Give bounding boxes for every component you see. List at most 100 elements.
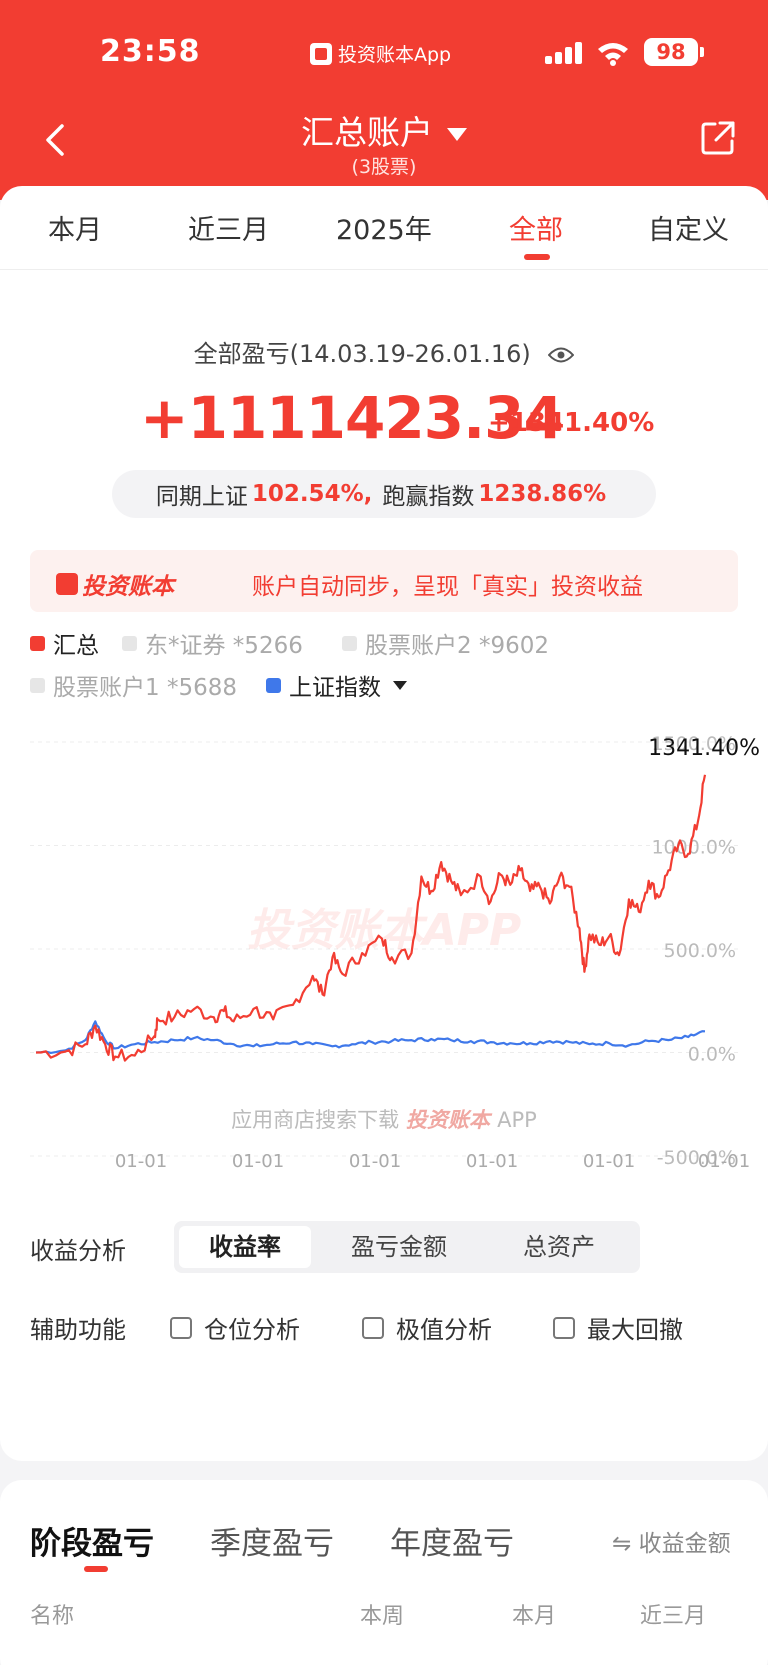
x-tick-label: 01-01 — [583, 1151, 635, 1172]
active-tab-indicator — [524, 254, 550, 260]
checkbox-box[interactable] — [553, 1316, 575, 1339]
aux-row: 辅助功能 仓位分析 极值分析 最大回撤 — [30, 1306, 750, 1346]
switch-profit-amount[interactable]: ⇋ 收益金额 — [612, 1524, 731, 1558]
summary-period: 全部盈亏(14.03.19-26.01.16) — [0, 334, 768, 369]
index-compare-pill: 同期上证 102.54%, 跑赢指数 1238.86% — [112, 470, 656, 518]
banner-brand: 投资账本 — [56, 567, 174, 601]
legend-label: 股票账户2 *9602 — [365, 633, 549, 659]
analysis-option-profit-amount[interactable]: 盈亏金额 — [351, 1233, 447, 1261]
checkbox-label: 极值分析 — [396, 1316, 492, 1344]
chart-watermark: 投资账本APP — [247, 905, 522, 956]
total-profit-amount: +1111423.34 — [140, 384, 564, 452]
promo-banner[interactable]: 投资账本 账户自动同步，呈现「真实」投资收益 — [30, 550, 738, 612]
x-tick-label: 01-01 — [232, 1151, 284, 1172]
legend-label: 股票账户1 *5688 — [53, 675, 237, 701]
legend-label: 汇总 — [53, 633, 99, 659]
y-tick-label: 1500.0% — [651, 733, 736, 755]
y-tick-label: 1000.0% — [651, 837, 736, 859]
tab-this-month[interactable]: 本月 — [48, 215, 102, 246]
page-subtitle: (3股票) — [351, 156, 417, 178]
app-logo-icon — [310, 42, 332, 65]
page-title: 汇总账户 — [301, 113, 433, 152]
switch-label: 收益金额 — [638, 1531, 731, 1557]
y-tick-label: 0.0% — [688, 1044, 736, 1066]
checkbox-box[interactable] — [170, 1316, 192, 1339]
x-tick-label: 01-01 — [115, 1151, 167, 1172]
dropdown-caret-icon — [447, 128, 467, 141]
analysis-row: 收益分析 收益率 盈亏金额 总资产 — [30, 1221, 750, 1273]
legend-item-account-5266[interactable]: 东*证券 *5266 — [122, 626, 303, 660]
legend-item-sse-index[interactable]: 上证指数 — [266, 668, 407, 702]
status-bar: 23:58 投资账本App 98 — [0, 30, 768, 74]
legend-item-total[interactable]: 汇总 — [30, 626, 99, 660]
eye-icon[interactable] — [548, 346, 575, 364]
legend-swatch — [266, 677, 281, 693]
banner-message: 账户自动同步，呈现「真实」投资收益 — [252, 574, 643, 600]
y-tick-label: 500.0% — [664, 940, 736, 962]
checkbox-label: 仓位分析 — [204, 1316, 300, 1344]
series-line-sse-index — [35, 1020, 706, 1054]
checkbox-box[interactable] — [362, 1316, 384, 1339]
compare-prefix: 同期上证 — [155, 484, 248, 510]
tab-stage-profit[interactable]: 阶段盈亏 — [30, 1526, 154, 1562]
index-dropdown-caret-icon[interactable] — [393, 680, 407, 690]
legend-swatch — [30, 677, 45, 693]
brand-logo-icon — [56, 573, 78, 595]
tab-quarter-profit[interactable]: 季度盈亏 — [210, 1526, 334, 1562]
top-bar: 23:58 投资账本App 98 汇总账户 (3股票) — [0, 0, 768, 200]
aux-label: 辅助功能 — [30, 1316, 126, 1344]
column-name: 名称 — [30, 1604, 75, 1629]
series-line-total — [36, 774, 707, 1062]
banner-brand-text: 投资账本 — [82, 574, 174, 600]
tab-all[interactable]: 全部 — [509, 215, 563, 246]
legend-swatch — [342, 635, 357, 651]
legend-item-account-5688[interactable]: 股票账户1 *5688 — [30, 668, 237, 702]
analysis-segmented-control: 收益率 盈亏金额 总资产 — [174, 1221, 640, 1273]
legend-swatch — [122, 635, 137, 651]
legend-label: 东*证券 *5266 — [145, 633, 303, 659]
status-app-indicator: 投资账本App — [310, 40, 451, 67]
checkbox-label: 最大回撤 — [587, 1316, 683, 1344]
analysis-option-return-rate[interactable]: 收益率 — [179, 1226, 311, 1268]
legend-label: 上证指数 — [289, 675, 381, 701]
checkbox-position-analysis[interactable]: 仓位分析 — [170, 1310, 300, 1345]
wifi-icon — [598, 43, 628, 66]
total-profit-percent: +1341.40% — [488, 408, 655, 438]
status-time: 23:58 — [100, 34, 201, 69]
analysis-label: 收益分析 — [30, 1237, 126, 1265]
series-end-label: 1341.40% — [648, 736, 760, 761]
back-arrow-icon[interactable] — [40, 120, 70, 160]
legend-item-account-9602[interactable]: 股票账户2 *9602 — [342, 626, 549, 660]
tab-custom[interactable]: 自定义 — [648, 215, 729, 246]
period-tabs: 本月 近三月 2025年 全部 自定义 — [0, 186, 768, 270]
x-tick-label: 01-01 — [698, 1151, 750, 1172]
x-tick-label: 01-01 — [349, 1151, 401, 1172]
column-this-month[interactable]: 本月 — [512, 1604, 557, 1629]
y-tick-label: -500.0% — [657, 1147, 736, 1169]
swap-icon: ⇋ — [612, 1531, 632, 1557]
tab-year-2025[interactable]: 2025年 — [336, 215, 432, 246]
x-tick-label: 01-01 — [466, 1151, 518, 1172]
battery-indicator: 98 — [644, 38, 704, 66]
legend-swatch — [30, 635, 45, 651]
tab-last-three-months[interactable]: 近三月 — [188, 215, 269, 246]
share-icon[interactable] — [700, 120, 736, 156]
signal-icon — [545, 42, 585, 64]
account-selector[interactable]: 汇总账户 — [0, 106, 768, 154]
checkbox-max-drawdown[interactable]: 最大回撤 — [553, 1310, 683, 1345]
checkbox-extreme-analysis[interactable]: 极值分析 — [362, 1310, 492, 1345]
compare-beat-pct: 1238.86% — [478, 481, 607, 507]
analysis-option-total-assets[interactable]: 总资产 — [523, 1233, 595, 1261]
chart-download-text: 应用商店搜索下载 投资账本 APP — [231, 1108, 537, 1132]
compare-beat-label: 跑赢指数 — [382, 484, 475, 510]
column-this-week[interactable]: 本周 — [360, 1604, 405, 1629]
profit-chart: 1500.0% 1000.0% 500.0% 0.0% -500.0% 投资账本APP 13… — [30, 733, 760, 1172]
period-profit-card: 阶段盈亏 季度盈亏 年度盈亏 ⇋ 收益金额 名称 本周 本月 近三月 — [0, 1480, 768, 1665]
bottom-tab-indicator — [84, 1566, 108, 1572]
status-app-name: 投资账本App — [338, 44, 452, 66]
summary-label: 全部盈亏(14.03.19-26.01.16) — [193, 340, 531, 368]
compare-index-pct: 102.54%, — [251, 481, 373, 507]
column-last-three-months[interactable]: 近三月 — [640, 1604, 707, 1629]
tab-year-profit[interactable]: 年度盈亏 — [390, 1526, 514, 1562]
main-card: 本月 近三月 2025年 全部 自定义 全部盈亏(14.03.19-26.01.… — [0, 186, 768, 1461]
